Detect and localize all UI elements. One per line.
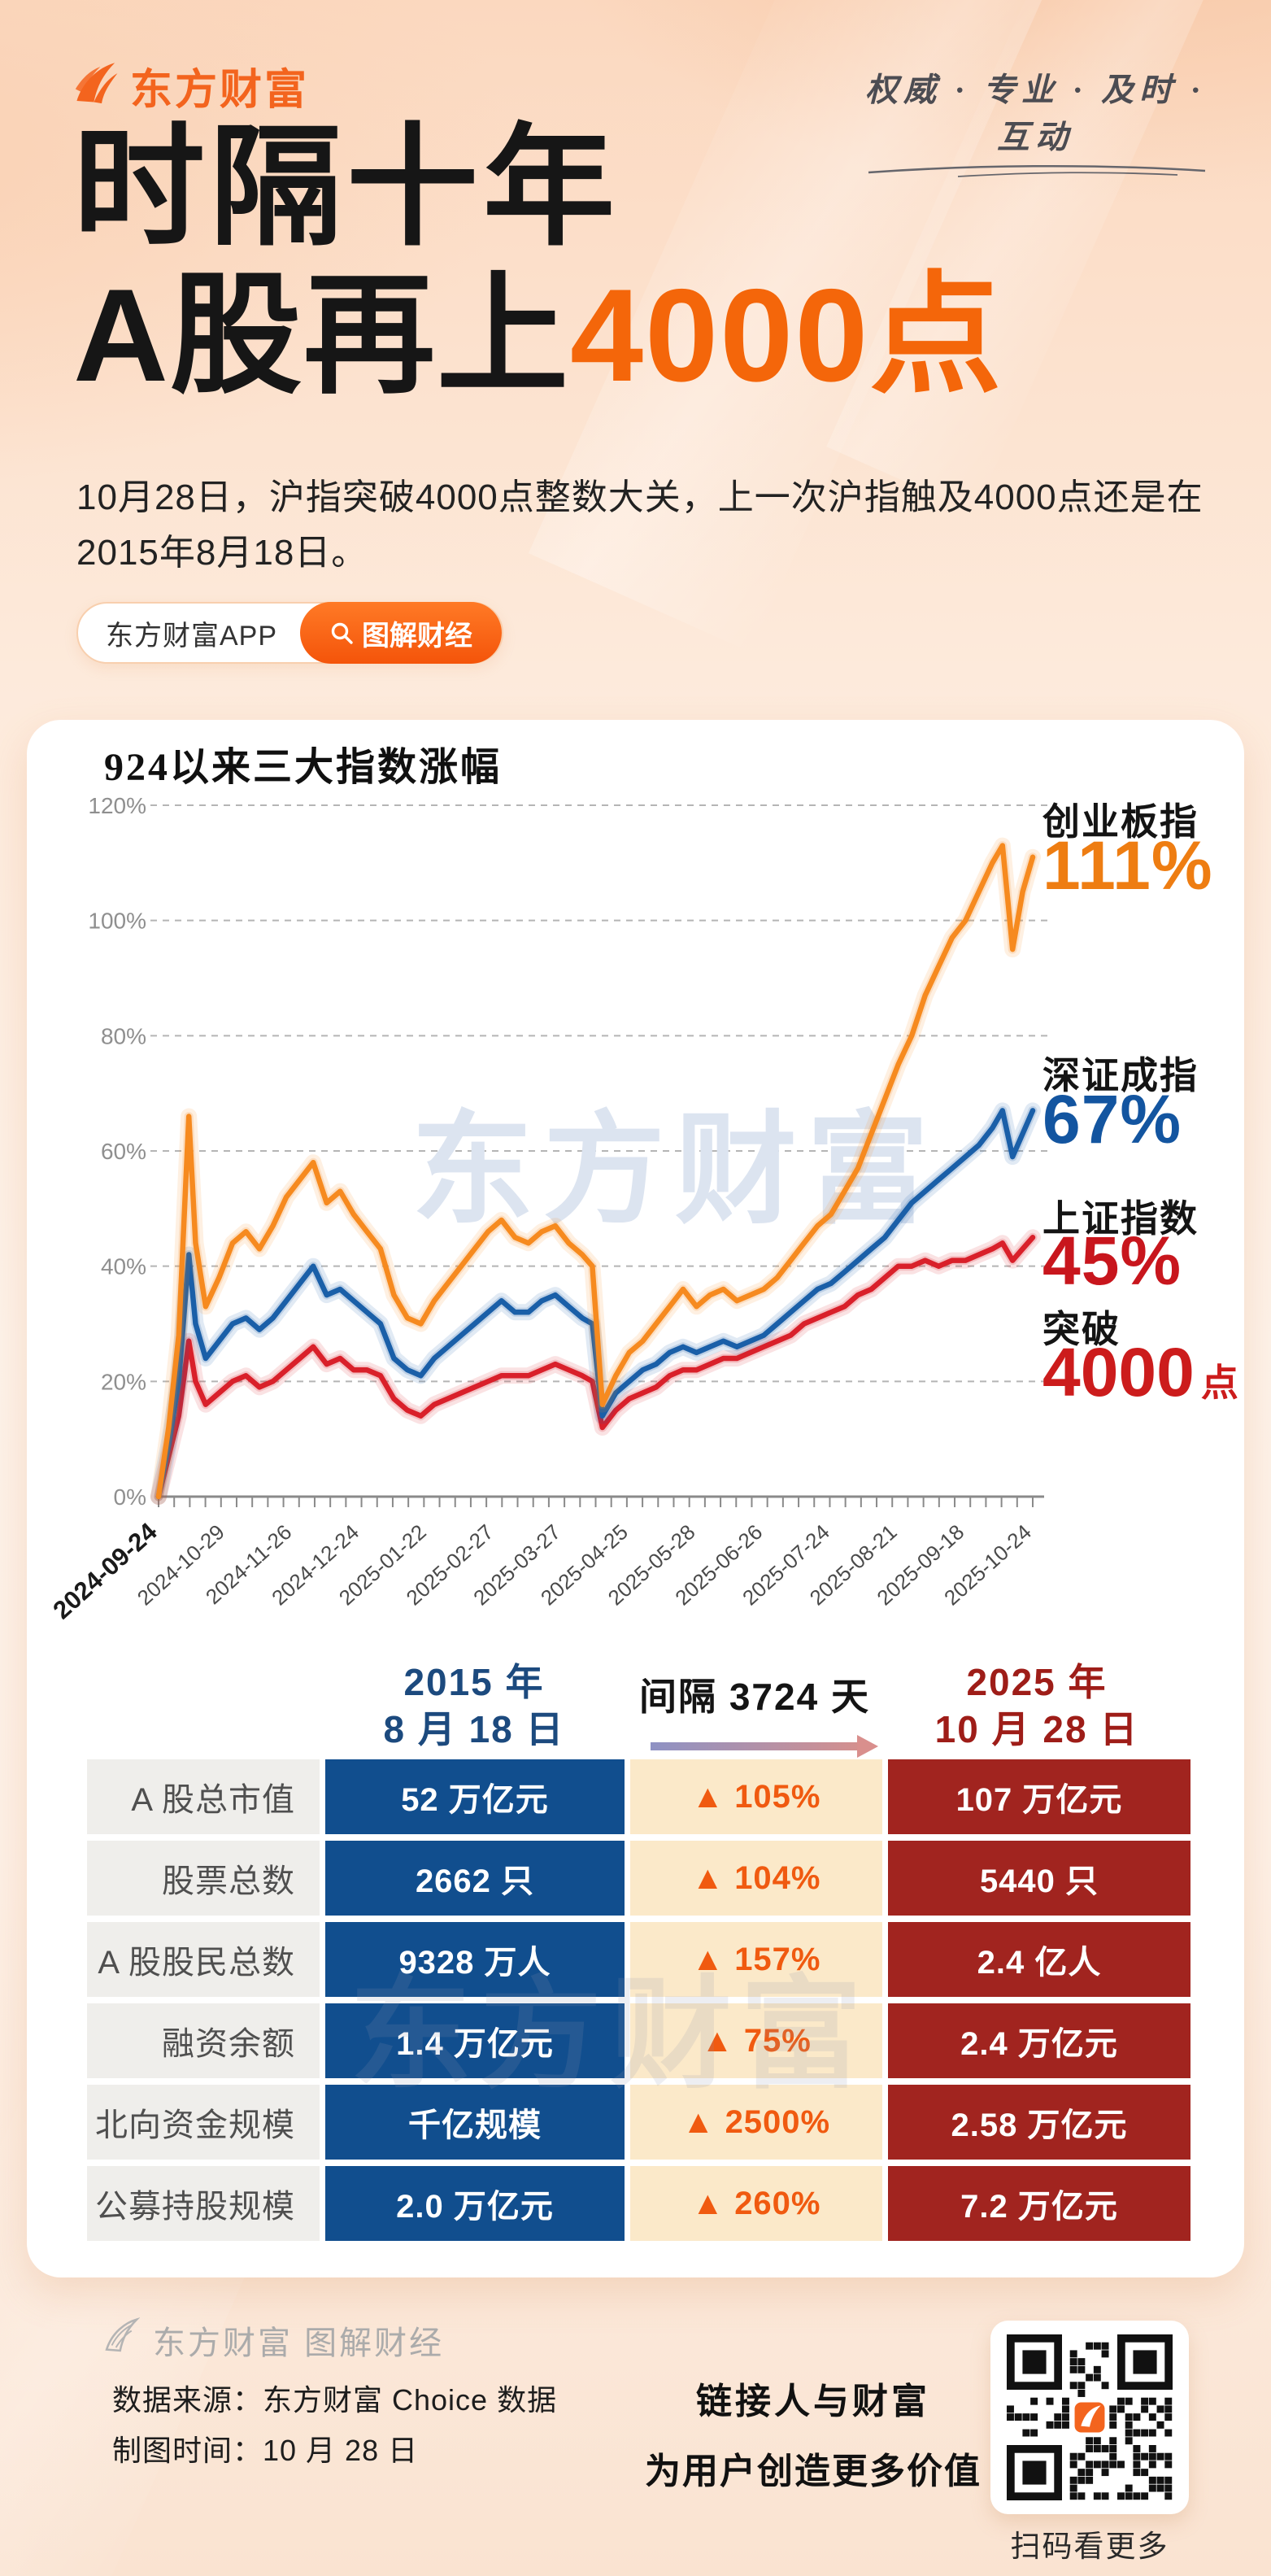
- change-pct: ▲ 105%: [630, 1759, 882, 1834]
- value-2025: 5440 只: [888, 1841, 1190, 1916]
- change-pct: ▲ 157%: [630, 1922, 882, 1997]
- brand-logo: 东方财富: [72, 55, 309, 116]
- tagline-flourish: [868, 164, 1206, 177]
- app-tag-pill: 东方财富APP 图解财经: [76, 602, 504, 664]
- row-label: A 股股民总数: [87, 1922, 320, 1997]
- svg-text:2024-09-24: 2024-09-24: [47, 1517, 163, 1625]
- brand-tagline: 权威 · 专业 · 及时 · 互动: [848, 63, 1222, 179]
- svg-text:20%: 20%: [101, 1369, 146, 1394]
- data-source-note: 数据来源：东方财富 Choice 数据: [112, 2383, 558, 2417]
- annotation-breakthrough-label: 突破: [1042, 1308, 1121, 1350]
- footer-brand-text: 东方财富 图解财经: [153, 2325, 445, 2361]
- row-label: 北向资金规模: [87, 2085, 320, 2160]
- legend-chinext-name: 创业板指: [1042, 800, 1199, 843]
- qr-caption: 扫码看更多: [1010, 2530, 1169, 2563]
- svg-text:60%: 60%: [101, 1139, 146, 1164]
- page-title-line1: 时隔十年: [73, 114, 620, 261]
- legend-szse-name: 深证成指: [1042, 1054, 1199, 1096]
- chart-made-date: 制图时间：10 月 28 日: [112, 2434, 419, 2467]
- search-icon: [331, 622, 353, 644]
- value-2015: 2.0 万亿元: [325, 2166, 625, 2241]
- change-pct: ▲ 2500%: [630, 2085, 882, 2160]
- value-2015: 9328 万人: [325, 1922, 625, 1997]
- table-header-2025: 2025 年 10 月 28 日: [934, 1661, 1139, 1750]
- column-tag-label: 图解财经: [362, 620, 473, 652]
- svg-text:40%: 40%: [101, 1254, 146, 1279]
- legend-szse-value: 67%: [1042, 1081, 1182, 1157]
- value-2015: 52 万亿元: [325, 1759, 625, 1834]
- svg-text:80%: 80%: [101, 1023, 146, 1048]
- brand-logo-text: 东方财富: [130, 67, 310, 114]
- index-performance-line-chart: 东方财富0%20%40%60%80%100%120%2024-09-242024…: [47, 793, 1047, 1625]
- app-tag-label: 东方财富APP: [106, 620, 278, 652]
- footer-brand: 东方财富 图解财经: [102, 2317, 444, 2364]
- value-2025: 2.4 亿人: [888, 1922, 1190, 1997]
- chart-title: 924以来三大指数涨幅: [104, 746, 503, 789]
- legend-chinext-value: 111%: [1042, 827, 1213, 904]
- table-header-gap: 间隔 3724 天: [629, 1674, 881, 1758]
- gap-arrow-icon: [651, 1734, 878, 1758]
- svg-text:100%: 100%: [88, 909, 146, 934]
- annotation-4000-points: 4000 点: [1042, 1334, 1238, 1410]
- row-label: 公募持股规模: [87, 2166, 320, 2241]
- value-2025: 2.4 万亿元: [888, 2003, 1190, 2078]
- legend-sse-name: 上证指数: [1042, 1197, 1199, 1240]
- value-2025: 107 万亿元: [888, 1759, 1190, 1834]
- title-black-part: A股再上: [73, 262, 570, 409]
- value-2015: 2662 只: [325, 1841, 625, 1916]
- table-header-2015: 2015 年 8 月 18 日: [383, 1661, 565, 1750]
- value-2025: 7.2 万亿元: [888, 2166, 1190, 2241]
- qr-code-card: [990, 2321, 1189, 2514]
- svg-text:120%: 120%: [88, 793, 146, 818]
- page-title-line2: A股再上4000点: [73, 270, 1003, 402]
- eastmoney-swoosh-icon: [72, 60, 119, 111]
- value-2015: 千亿规模: [325, 2085, 625, 2160]
- comparison-table: A 股总市值 52 万亿元 ▲ 105% 107 万亿元 股票总数 2662 只…: [87, 1759, 1190, 2241]
- legend-sse-value: 45%: [1042, 1223, 1182, 1299]
- svg-text:东方财富: 东方财富: [411, 1101, 938, 1238]
- value-2015: 1.4 万亿元: [325, 2003, 625, 2078]
- column-tag-button[interactable]: 图解财经: [300, 602, 503, 664]
- svg-text:0%: 0%: [114, 1484, 146, 1510]
- change-pct: ▲ 260%: [630, 2166, 882, 2241]
- title-orange-part: 4000点: [570, 262, 1003, 409]
- value-2025: 2.58 万亿元: [888, 2085, 1190, 2160]
- qr-code: [1007, 2334, 1173, 2500]
- footer-slogan: 链接人与财富 为用户创造更多价值: [645, 2382, 982, 2491]
- change-pct: ▲ 104%: [630, 1841, 882, 1916]
- row-label: 股票总数: [87, 1841, 320, 1916]
- change-pct: ▲ 75%: [630, 2003, 882, 2078]
- eastmoney-swoosh-icon-gray: [102, 2317, 141, 2363]
- row-label: 融资余额: [87, 2003, 320, 2078]
- subtitle-paragraph: 10月28日，沪指突破4000点整数大关，上一次沪指触及4000点还是在2015…: [76, 477, 1204, 573]
- row-label: A 股总市值: [87, 1759, 320, 1834]
